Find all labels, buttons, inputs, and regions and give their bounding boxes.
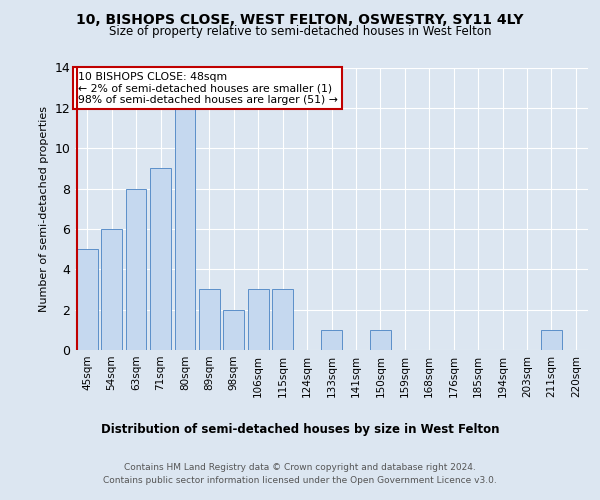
Bar <box>125 188 146 350</box>
Y-axis label: Number of semi-detached properties: Number of semi-detached properties <box>39 106 49 312</box>
Bar <box>541 330 562 350</box>
Bar <box>175 108 196 350</box>
Bar <box>248 290 269 350</box>
Bar <box>272 290 293 350</box>
Text: 10, BISHOPS CLOSE, WEST FELTON, OSWESTRY, SY11 4LY: 10, BISHOPS CLOSE, WEST FELTON, OSWESTRY… <box>76 12 524 26</box>
Text: Contains public sector information licensed under the Open Government Licence v3: Contains public sector information licen… <box>103 476 497 485</box>
Bar <box>321 330 342 350</box>
Bar <box>223 310 244 350</box>
Text: Size of property relative to semi-detached houses in West Felton: Size of property relative to semi-detach… <box>109 25 491 38</box>
Text: Distribution of semi-detached houses by size in West Felton: Distribution of semi-detached houses by … <box>101 422 499 436</box>
Bar <box>370 330 391 350</box>
Text: Contains HM Land Registry data © Crown copyright and database right 2024.: Contains HM Land Registry data © Crown c… <box>124 462 476 471</box>
Bar <box>101 229 122 350</box>
Bar <box>77 249 98 350</box>
Text: 10 BISHOPS CLOSE: 48sqm
← 2% of semi-detached houses are smaller (1)
98% of semi: 10 BISHOPS CLOSE: 48sqm ← 2% of semi-det… <box>77 72 337 105</box>
Bar <box>199 290 220 350</box>
Bar <box>150 168 171 350</box>
